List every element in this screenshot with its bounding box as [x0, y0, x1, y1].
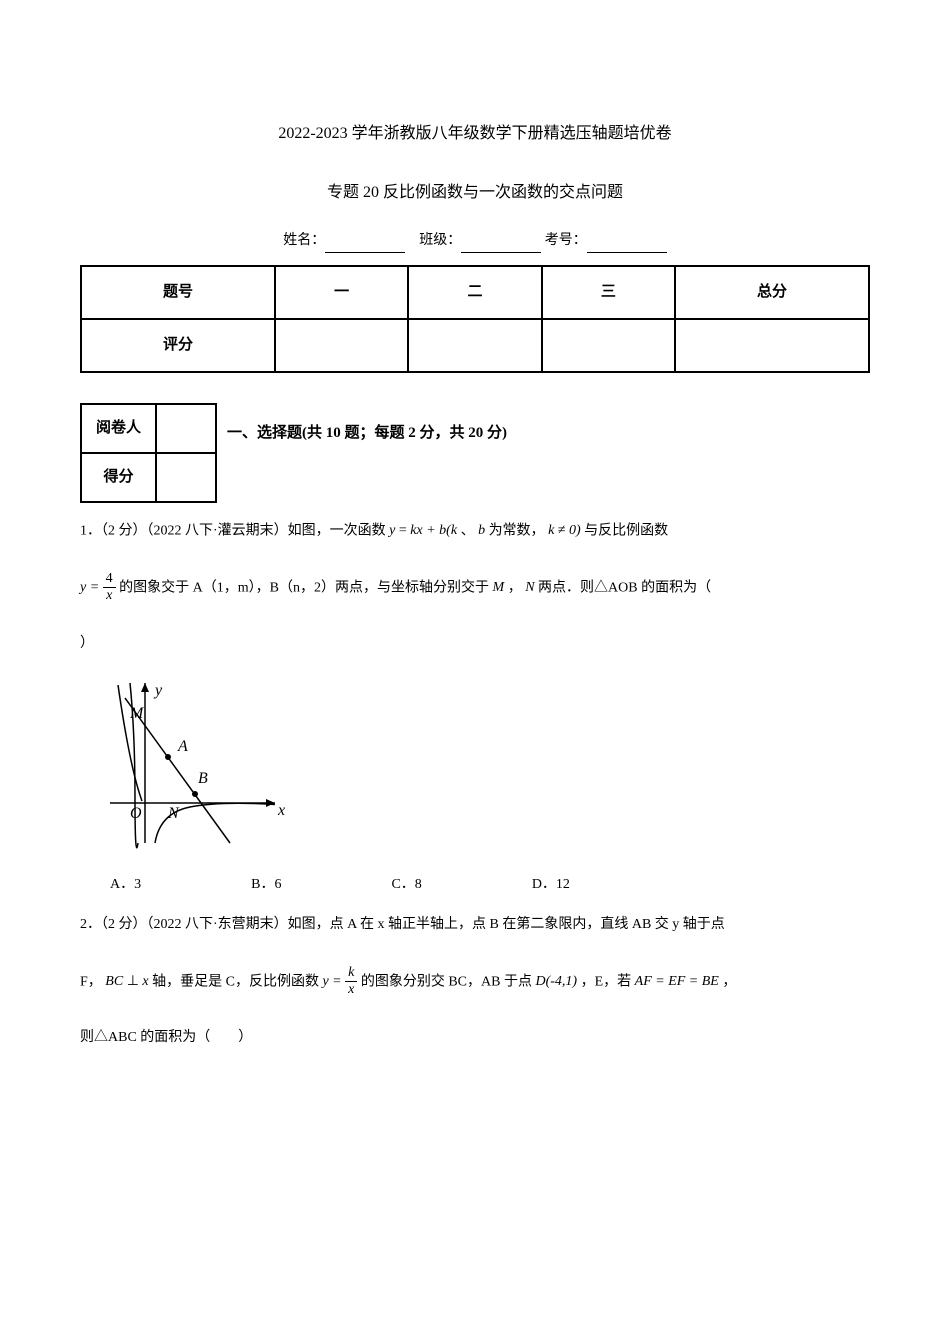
- q1-mid1: 、: [461, 523, 475, 538]
- q1-tail1: 的图象交于 A（1，m），B（n，2）两点，与坐标轴分别交于: [119, 580, 489, 595]
- q2-line2e: ，: [722, 974, 736, 989]
- svg-text:N: N: [167, 805, 180, 822]
- q2-xaxis: x: [142, 974, 148, 989]
- score-row2-label: 评分: [81, 319, 275, 372]
- q2-line2a: F，: [80, 974, 102, 989]
- q1-formula1: y = kx + b(k: [389, 523, 460, 538]
- q1-comma: ，: [508, 580, 522, 595]
- q2-line1: 2．（2 分）（2022 八下·东营期末）如图，点 A 在 x 轴正半轴上，点 …: [80, 907, 870, 943]
- score-header-1: 一: [275, 266, 408, 319]
- q1-figure: y x M A B O N: [100, 673, 870, 862]
- score-header-4: 总分: [675, 266, 869, 319]
- q2-eq1: AF = EF = BE: [635, 974, 719, 989]
- q2-line3: 则△ABC 的面积为（ ）: [80, 1020, 870, 1056]
- q1-tail2: 两点．则△AOB 的面积为（: [538, 580, 711, 595]
- q1-options: A．3 B．6 C．8 D．12: [110, 872, 870, 897]
- main-title: 2022-2023 学年浙教版八年级数学下册精选压轴题培优卷: [80, 120, 870, 149]
- q1-mid3: 与反比例函数: [584, 523, 668, 538]
- q2-line2c: 的图象分别交 BC，AB 于点: [361, 974, 532, 989]
- q1-formula1-b: b: [478, 523, 485, 538]
- score-header-0: 题号: [81, 266, 275, 319]
- q2-formula: y = kx: [322, 974, 360, 989]
- q1-formula2: y = 4x: [80, 580, 119, 595]
- class-label: 班级：: [419, 233, 461, 248]
- q2-line2b: 轴，垂足是 C，反比例函数: [152, 974, 319, 989]
- q2-bc: BC: [105, 974, 123, 989]
- score-cell-4: [675, 319, 869, 372]
- q1-option-a: A．3: [110, 872, 141, 897]
- question-1: 1．（2 分）（2022 八下·灌云期末）如图，一次函数 y = kx + b(…: [80, 513, 870, 663]
- score-table: 题号 一 二 三 总分 评分: [80, 265, 870, 373]
- q1-formula1-cond: k ≠ 0): [548, 523, 581, 538]
- q2-perp: ⊥: [127, 974, 143, 989]
- score-header-3: 三: [542, 266, 675, 319]
- graph-svg: y x M A B O N: [100, 673, 290, 853]
- class-blank: [461, 236, 541, 253]
- question-2: 2．（2 分）（2022 八下·东营期末）如图，点 A 在 x 轴正半轴上，点 …: [80, 907, 870, 1057]
- svg-text:B: B: [198, 770, 208, 787]
- q1-close: ）: [80, 626, 870, 662]
- grading-box: 阅卷人 得分: [80, 403, 217, 503]
- student-info-line: 姓名： 班级： 考号：: [80, 228, 870, 253]
- grader-label: 阅卷人: [81, 404, 156, 453]
- svg-text:O: O: [130, 805, 142, 822]
- q1-mid2: 为常数，: [489, 523, 545, 538]
- name-blank: [325, 236, 405, 253]
- score-cell-2: [408, 319, 541, 372]
- score-cell-3: [542, 319, 675, 372]
- sub-title: 专题 20 反比例函数与一次函数的交点问题: [80, 179, 870, 208]
- examid-blank: [587, 236, 667, 253]
- q1-prefix: 1．（2 分）（2022 八下·灌云期末）如图，一次函数: [80, 523, 386, 538]
- name-label: 姓名：: [283, 233, 325, 248]
- q1-M: M: [493, 580, 505, 595]
- q1-N: N: [525, 580, 534, 595]
- svg-text:y: y: [153, 682, 163, 699]
- score-blank: [156, 453, 216, 502]
- svg-text:x: x: [277, 802, 285, 819]
- examid-label: 考号：: [545, 233, 587, 248]
- q2-line2d: ，E，若: [581, 974, 632, 989]
- score-cell-1: [275, 319, 408, 372]
- q1-option-b: B．6: [251, 872, 281, 897]
- score-label: 得分: [81, 453, 156, 502]
- svg-text:A: A: [177, 738, 188, 755]
- q1-option-c: C．8: [391, 872, 421, 897]
- q1-option-d: D．12: [532, 872, 570, 897]
- grader-blank: [156, 404, 216, 453]
- score-header-2: 二: [408, 266, 541, 319]
- q2-D: D(-4,1): [535, 974, 577, 989]
- svg-text:M: M: [129, 705, 145, 722]
- section-title: 一、选择题(共 10 题；每题 2 分，共 20 分): [227, 425, 507, 441]
